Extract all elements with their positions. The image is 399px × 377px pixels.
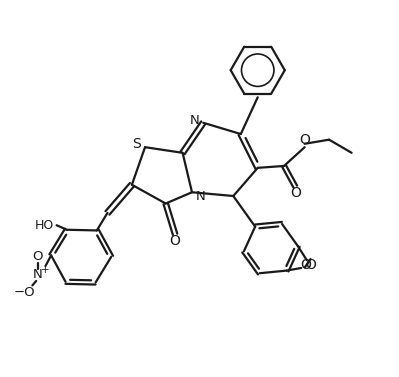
Text: N: N: [196, 190, 205, 202]
Text: O: O: [169, 234, 180, 248]
Text: O: O: [290, 186, 301, 201]
Text: N: N: [33, 268, 43, 281]
Text: O: O: [300, 258, 311, 272]
Text: −O: −O: [13, 287, 35, 299]
Text: N: N: [190, 114, 200, 127]
Text: +: +: [41, 265, 49, 275]
Text: HO: HO: [35, 219, 54, 232]
Text: O: O: [32, 250, 43, 264]
Text: S: S: [132, 137, 141, 151]
Text: O: O: [306, 258, 316, 272]
Text: O: O: [299, 133, 310, 147]
